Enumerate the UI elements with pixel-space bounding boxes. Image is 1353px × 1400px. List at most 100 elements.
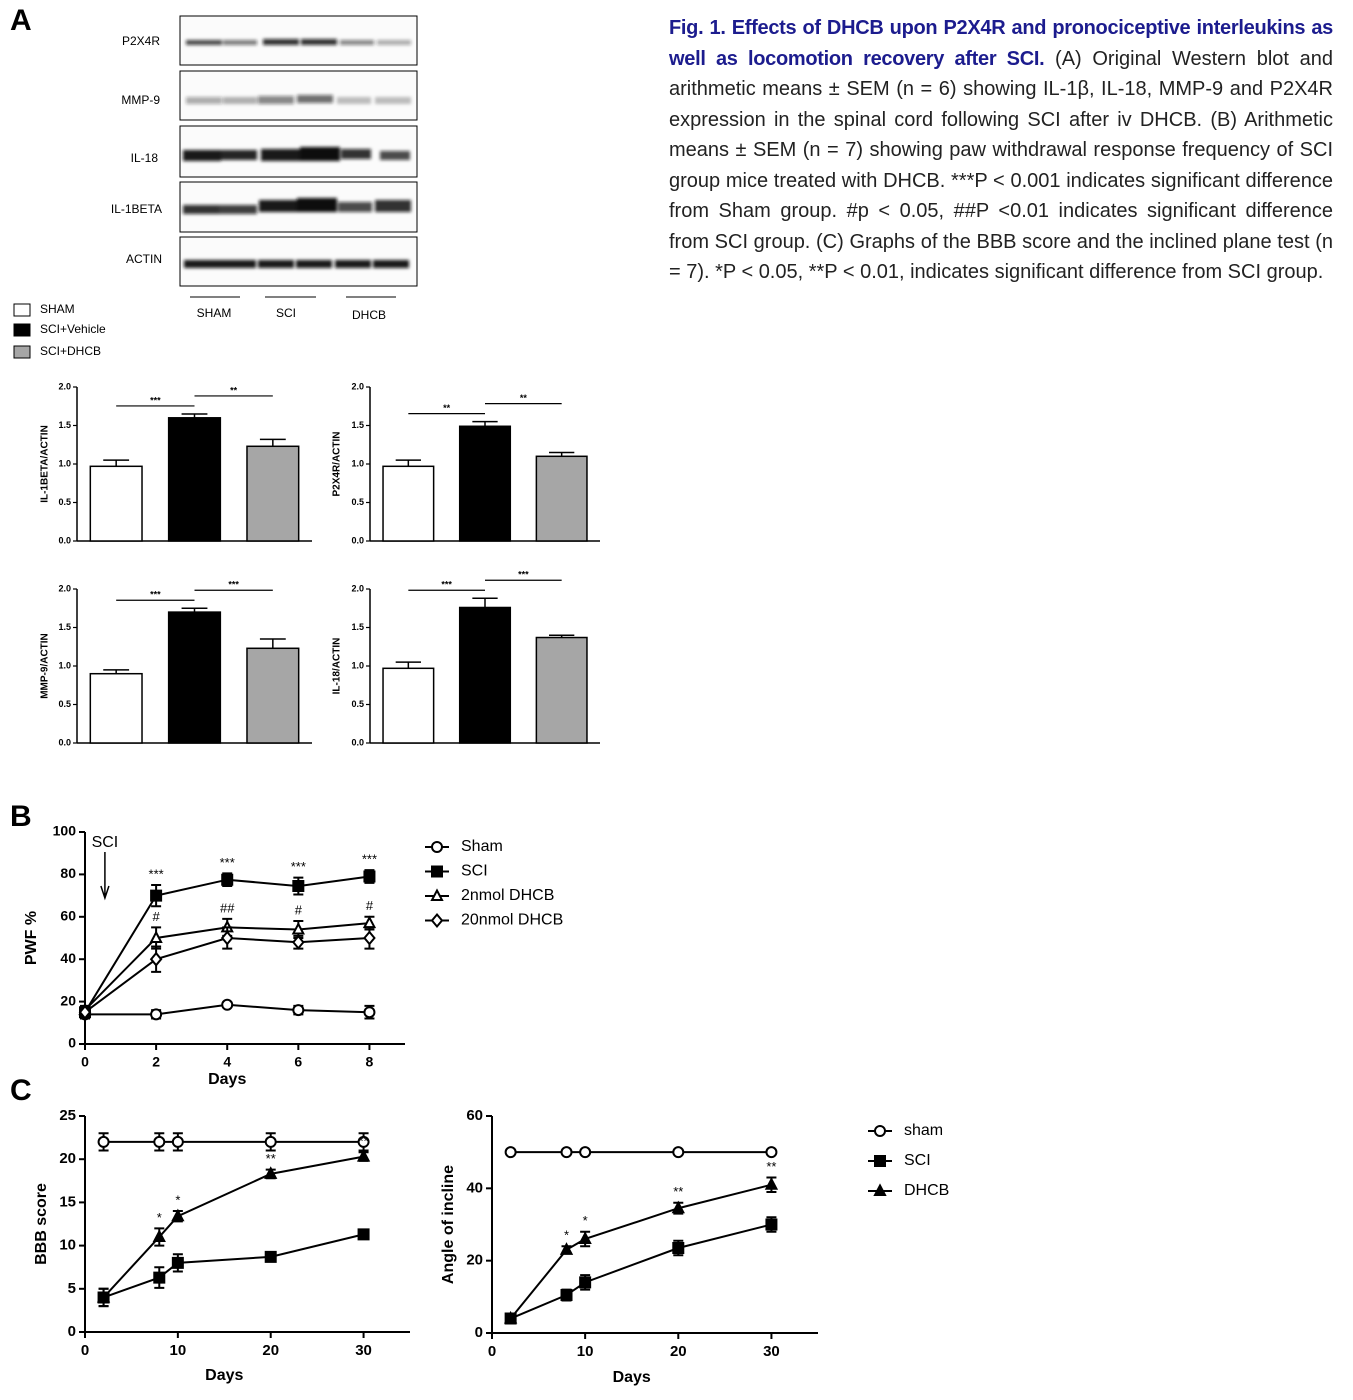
legend-marker (431, 865, 443, 878)
marker (560, 1146, 573, 1159)
caption-title: Fig. 1. Effects of DHCB upon P2X4R and p… (669, 17, 1333, 70)
y-tick-label: 1.0 (58, 660, 71, 670)
marker (764, 1177, 779, 1190)
error-bar (395, 459, 421, 467)
marker (356, 1148, 371, 1162)
x-tick-label: 6 (294, 1054, 302, 1070)
y-tick-label: 80 (60, 865, 76, 881)
marker (765, 1146, 778, 1159)
x-tick-label: 20 (670, 1343, 687, 1360)
caption-body: (A) Original Western blot and arithmetic… (669, 47, 1333, 284)
band (263, 39, 299, 45)
legend-label: SCI (904, 1152, 931, 1169)
band (220, 260, 256, 268)
band (377, 40, 411, 45)
marker (171, 1208, 185, 1222)
marker (671, 1200, 685, 1214)
legend-label: SHAM (40, 302, 75, 316)
y-tick-label: 20 (59, 1150, 76, 1167)
marker (149, 951, 163, 967)
y-tick-label: 1.5 (351, 622, 364, 632)
legend-label: 2nmol DHCB (461, 887, 554, 904)
y-tick-label: 0.0 (58, 737, 71, 747)
band (340, 40, 374, 45)
panel-label: C (10, 1074, 32, 1107)
blot-group-label: DHCB (352, 308, 386, 322)
x-tick-label: 8 (366, 1054, 374, 1070)
error-bar (472, 420, 498, 427)
marker (579, 1276, 592, 1289)
y-tick-label: 0 (68, 1323, 76, 1340)
marker (96, 1289, 111, 1303)
bar (535, 455, 588, 542)
bar (458, 606, 512, 744)
x-tick-label: 30 (355, 1342, 372, 1359)
significance-label: *** (291, 859, 306, 874)
y-tick-label: 20 (60, 992, 76, 1008)
blot-group-label: SHAM (197, 306, 232, 320)
band (221, 150, 257, 160)
y-tick-label: 0.5 (351, 699, 364, 709)
marker (153, 1271, 166, 1284)
x-axis-label: Days (205, 1367, 243, 1384)
y-tick-label: 25 (59, 1107, 76, 1124)
band (297, 198, 337, 212)
marker (672, 1242, 685, 1255)
band (301, 39, 337, 45)
legend-marker (430, 888, 444, 901)
band (223, 40, 257, 45)
series-line (509, 1183, 772, 1320)
legend-label: DHCB (904, 1182, 949, 1199)
significance-label: # (152, 909, 160, 924)
significance-label: *** (150, 395, 161, 405)
marker (292, 1004, 305, 1017)
blot-row-label: MMP-9 (121, 93, 160, 107)
significance-label: ** (443, 403, 451, 413)
significance-label: * (175, 1192, 180, 1207)
band (186, 97, 222, 104)
marker (560, 1289, 573, 1302)
bar (89, 465, 143, 542)
bands (183, 39, 411, 268)
x-tick-label: 0 (81, 1054, 89, 1070)
significance-label: *** (362, 852, 377, 867)
band (184, 260, 220, 268)
significance-label: ** (266, 1151, 276, 1166)
legend-marker (873, 1125, 887, 1137)
significance-label: # (366, 898, 374, 913)
band (341, 149, 371, 159)
legend-swatch (13, 345, 31, 359)
blot-row-label: IL-18 (131, 151, 159, 165)
bar (382, 465, 435, 542)
y-tick-label: 0.0 (58, 535, 71, 545)
significance-label: * (583, 1213, 588, 1228)
marker (363, 870, 376, 883)
y-tick-label: 0 (68, 1035, 76, 1051)
annotation: SCI (92, 834, 119, 851)
significance-label: *** (228, 580, 239, 590)
panel-label: A (10, 4, 32, 37)
significance-label: *** (220, 855, 235, 870)
y-axis-label: MMP-9/ACTIN (40, 633, 51, 699)
band (373, 260, 409, 268)
bar (246, 647, 300, 744)
blot-row-label: P2X4R (122, 34, 160, 48)
y-tick-label: 1.0 (351, 660, 364, 670)
marker (672, 1146, 685, 1159)
y-tick-label: 0.5 (58, 699, 71, 709)
marker (559, 1242, 574, 1255)
marker (171, 1135, 184, 1148)
marker (579, 1146, 592, 1159)
blot-row-label: IL-1BETA (111, 202, 162, 216)
band (380, 151, 410, 160)
marker (363, 930, 376, 946)
bar (535, 636, 588, 744)
x-tick-label: 10 (170, 1342, 187, 1359)
y-axis-label: Angle of incline (440, 1165, 457, 1284)
series-line (102, 1155, 364, 1299)
blot-row-label: ACTIN (126, 252, 162, 266)
marker (578, 1231, 592, 1244)
y-tick-label: 100 (53, 823, 77, 839)
y-tick-label: 1.0 (58, 458, 71, 468)
